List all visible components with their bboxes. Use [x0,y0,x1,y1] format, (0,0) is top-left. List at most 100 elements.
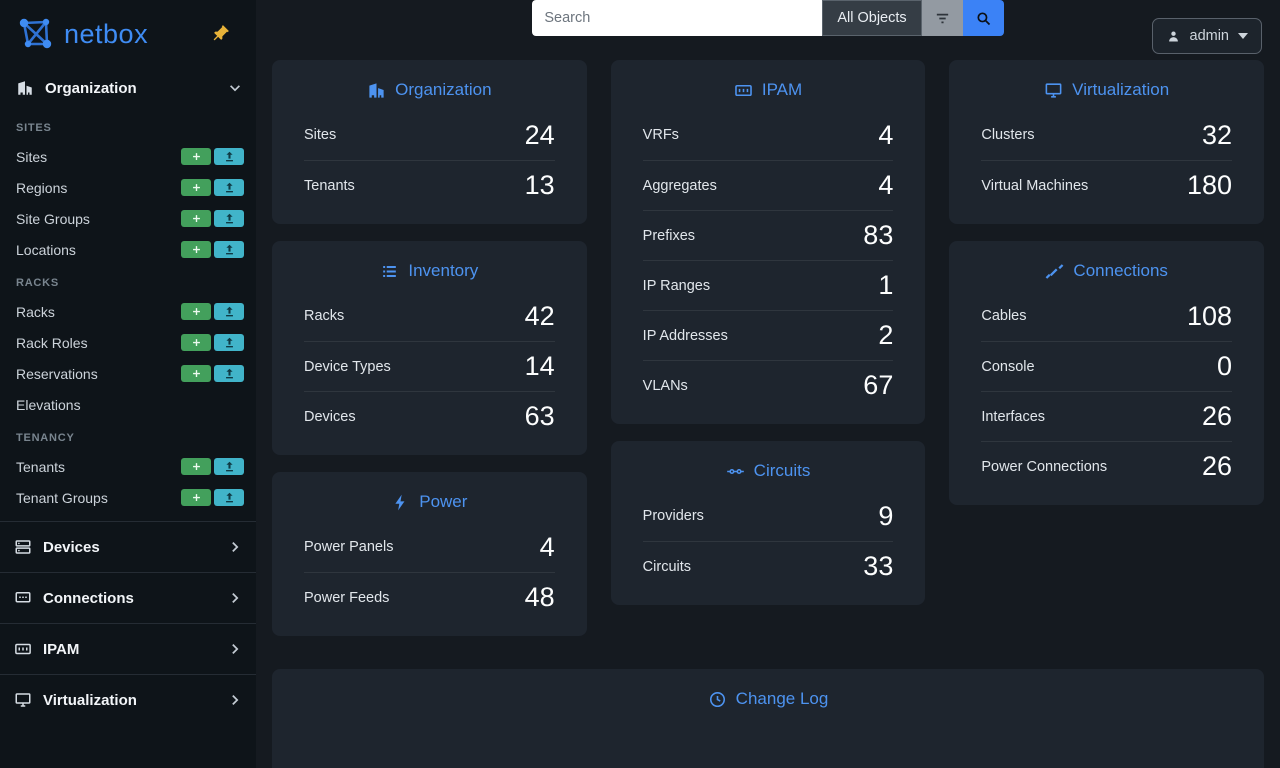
stat-value[interactable]: 24 [524,119,555,150]
sidebar-item-regions[interactable]: Regions [0,172,256,203]
stat-value[interactable]: 32 [1201,119,1233,150]
stat-label: Interfaces [981,408,1046,425]
card-title: Organization [304,72,555,110]
stat-value[interactable]: 42 [524,300,555,331]
add-button[interactable] [181,303,211,320]
import-button[interactable] [214,489,244,506]
stat-label: Aggregates [642,177,717,194]
stat-value[interactable]: 63 [524,401,555,431]
plus-icon [191,213,202,224]
stat-row: Power Connections 26 [981,441,1233,491]
brand-wordmark: netbox [64,18,149,49]
counter-icon [734,81,753,100]
add-button[interactable] [181,458,211,475]
stat-value[interactable]: 13 [524,170,555,200]
card-change-log: Change Log [272,669,1264,768]
stat-value[interactable]: 0 [1216,351,1233,381]
stat-label: Sites [304,127,337,143]
import-button[interactable] [214,303,244,320]
import-button[interactable] [214,241,244,258]
chevron-down-icon [228,81,242,95]
object-type-dropdown[interactable]: All Objects [822,0,922,36]
add-button[interactable] [181,210,211,227]
plus-icon [191,306,202,317]
stat-label: Clusters [981,127,1035,143]
sidebar-item-tenant-groups[interactable]: Tenant Groups [0,482,256,513]
global-search: All Objects [532,0,1004,36]
sidebar-group-devices[interactable]: Devices [0,521,256,572]
stat-value[interactable]: 48 [524,582,555,612]
import-button[interactable] [214,179,244,196]
stat-label: IP Ranges [642,277,711,294]
sidebar-item-racks[interactable]: Racks [0,296,256,327]
sidebar-item-elevations[interactable]: Elevations [0,389,256,420]
upload-icon [224,492,235,503]
add-button[interactable] [181,334,211,351]
sidebar-item-tenants[interactable]: Tenants [0,451,256,482]
stat-value[interactable]: 26 [1201,451,1233,481]
card-title: Circuits [643,453,894,491]
netbox-logo[interactable]: netbox [14,14,148,54]
sidebar-pin-button[interactable] [210,24,230,44]
stat-value[interactable]: 4 [539,531,555,562]
sidebar-item-locations[interactable]: Locations [0,234,256,265]
section-title-sites: SITES [16,122,52,134]
search-button[interactable] [962,0,1004,36]
sidebar-group-ipam[interactable]: IPAM [0,623,256,674]
stat-value[interactable]: 2 [878,320,894,350]
card-title: Virtualization [981,72,1232,110]
monitor-icon [14,691,32,709]
filter-button[interactable] [921,0,963,36]
sidebar-item-sites[interactable]: Sites [0,141,256,172]
stat-row: IP Ranges 1 [642,260,894,310]
user-menu-button[interactable]: admin [1151,18,1262,54]
sidebar-item-reservations[interactable]: Reservations [0,358,256,389]
stat-label: Providers [642,508,704,524]
add-button[interactable] [181,365,211,382]
stat-value[interactable]: 9 [878,500,894,531]
import-button[interactable] [214,148,244,165]
add-button[interactable] [181,179,211,196]
sidebar-item-site-groups[interactable]: Site Groups [0,203,256,234]
section-title-racks: RACKS [16,277,59,289]
stat-value[interactable]: 108 [1186,300,1233,331]
stat-row: Cables 108 [981,291,1232,341]
import-button[interactable] [214,458,244,475]
stat-value[interactable]: 14 [524,351,555,381]
chevron-right-icon [228,540,242,554]
sidebar-item-label: Site Groups [16,210,90,227]
import-button[interactable] [214,365,244,382]
group-label: Organization [45,79,137,97]
stat-value[interactable]: 33 [863,551,894,581]
upload-icon [224,337,235,348]
sidebar-group-connections[interactable]: Connections [0,572,256,623]
card-title: Change Log [304,681,1232,719]
stat-row: Console 0 [981,341,1233,391]
building-icon [367,81,386,100]
add-button[interactable] [181,148,211,165]
search-input[interactable] [532,0,823,36]
card-title: Inventory [304,253,555,291]
stat-row: Device Types 14 [304,341,555,391]
stat-value[interactable]: 67 [863,370,894,400]
sidebar-item-rack-roles[interactable]: Rack Roles [0,327,256,358]
stat-label: Power Feeds [304,589,390,606]
add-button[interactable] [181,489,211,506]
import-button[interactable] [214,334,244,351]
import-button[interactable] [214,210,244,227]
add-button[interactable] [181,241,211,258]
stat-value[interactable]: 180 [1186,170,1233,200]
stat-value[interactable]: 26 [1201,401,1233,431]
sidebar-item-label: Locations [16,241,76,258]
stat-row: Sites 24 [304,110,555,160]
stat-value[interactable]: 4 [878,119,894,150]
sidebar-group-virtualization[interactable]: Virtualization [0,674,256,725]
stat-value[interactable]: 4 [878,170,894,200]
stat-label: Power Connections [981,458,1108,475]
stat-label: Virtual Machines [981,177,1089,194]
topbar: All Objects admin [256,0,1280,54]
sidebar-group-organization[interactable]: Organization [0,66,256,110]
stat-value[interactable]: 1 [878,270,894,300]
stat-value[interactable]: 83 [863,220,894,250]
section-title-tenancy: TENANCY [16,432,75,444]
